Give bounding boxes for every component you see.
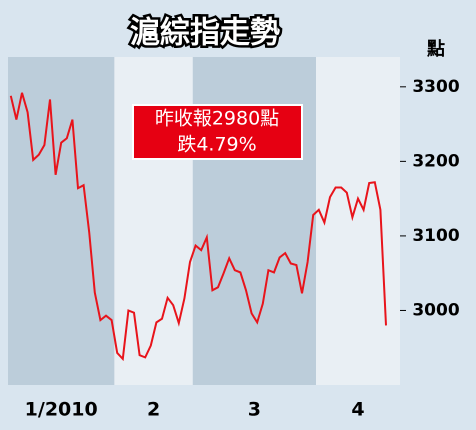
month-band: [8, 57, 115, 385]
unit-label: 點: [426, 39, 445, 60]
annotation: 跌4.79%: [177, 134, 256, 156]
annotation-box: [132, 104, 303, 160]
x-tick-label: 4: [351, 399, 364, 421]
y-tick-label: 3200: [412, 151, 459, 171]
annotation: 昨收報2980點: [155, 108, 279, 130]
line: [9, 92, 387, 362]
x-tick-label: 2: [147, 399, 160, 421]
y-tick-label: 3100: [412, 226, 459, 246]
x-tick-label: 3: [248, 399, 261, 421]
x-tick-label: 1/2010: [25, 399, 98, 421]
chart-title: 滬綜指走勢: [130, 16, 280, 51]
y-tick-label: 3000: [412, 300, 459, 320]
y-tick-label: 3300: [412, 77, 459, 97]
month-band: [316, 57, 400, 385]
